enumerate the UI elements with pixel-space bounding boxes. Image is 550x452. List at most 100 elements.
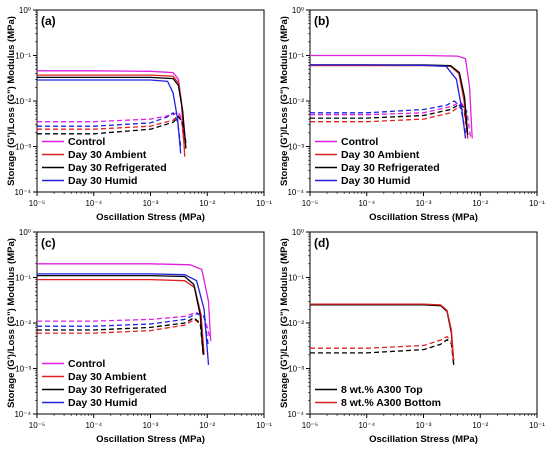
legend-entry: 8 wt.% A300 Top: [341, 384, 423, 396]
loss-modulus-line: [310, 338, 455, 365]
loss-modulus-line: [310, 103, 469, 135]
x-tick-label: 10⁻³: [143, 421, 159, 430]
storage-modulus-line: [310, 304, 455, 365]
storage-modulus-line: [310, 54, 473, 139]
y-tick-label: 10⁻²: [15, 97, 31, 106]
x-axis-label: Oscillation Stress (MPa): [369, 434, 478, 445]
series-day-30-humid: [37, 79, 182, 154]
x-tick-label: 10⁻⁵: [302, 199, 318, 208]
panel-a: 10⁻⁵ 10⁻⁴ 10⁻³ 10⁻² 10⁻¹ 10⁻⁴ 10⁻³ 10⁻² 10⁻¹ 10⁰ O…: [6, 6, 272, 223]
storage-modulus-line: [37, 278, 205, 355]
series-day-30-ambient: [37, 74, 186, 157]
legend-entry: Day 30 Refrigerated: [341, 162, 440, 174]
x-tick-label: 10⁻²: [472, 421, 488, 430]
panel-b: 10⁻⁵ 10⁻⁴ 10⁻³ 10⁻² 10⁻¹ 10⁻⁴ 10⁻³ 10⁻² 10⁻¹ 10⁰ O…: [279, 6, 545, 223]
series-day-30-humid: [310, 64, 467, 139]
x-tick-label: 10⁻⁴: [85, 421, 102, 430]
series-control: [310, 54, 473, 139]
panel-label: (a): [41, 14, 56, 28]
y-tick-label: 10⁻⁴: [287, 410, 304, 419]
x-tick-label: 10⁻¹: [256, 199, 272, 208]
y-tick-label: 10⁰: [292, 228, 304, 237]
loss-modulus-line: [37, 110, 185, 139]
legend-entry: Control: [341, 136, 378, 148]
x-tick-label: 10⁻⁵: [302, 421, 318, 430]
x-tick-label: 10⁻³: [143, 199, 159, 208]
storage-modulus-line: [310, 64, 467, 139]
y-tick-label: 10⁻³: [288, 365, 304, 374]
legend-entry: Day 30 Humid: [68, 175, 137, 187]
x-axis-label: Oscillation Stress (MPa): [96, 434, 205, 445]
y-tick-label: 10⁻¹: [288, 274, 304, 283]
y-tick-label: 10⁻³: [15, 143, 31, 152]
x-axis-label: Oscillation Stress (MPa): [369, 212, 478, 223]
legend-entry: Day 30 Ambient: [68, 149, 147, 161]
y-axis-label: Storage (G')/Loss (G") Modulus (MPa): [279, 238, 290, 408]
y-tick-label: 10⁻²: [288, 319, 304, 328]
panel-label: (c): [41, 236, 56, 250]
x-axis-label: Oscillation Stress (MPa): [96, 212, 205, 223]
storage-modulus-line: [37, 273, 210, 365]
series-day-30-ambient: [37, 278, 205, 355]
y-tick-label: 10⁻³: [288, 143, 304, 152]
panel-label: (b): [314, 14, 329, 28]
y-tick-label: 10⁻¹: [15, 52, 31, 61]
y-tick-label: 10⁻²: [288, 97, 304, 106]
x-tick-label: 10⁻⁵: [29, 199, 45, 208]
series-day-30-refrigerated: [37, 76, 187, 149]
x-tick-label: 10⁻¹: [529, 199, 545, 208]
y-tick-label: 10⁰: [19, 6, 31, 15]
loss-modulus-line: [37, 114, 186, 149]
y-tick-label: 10⁰: [19, 228, 31, 237]
y-tick-label: 10⁻¹: [15, 274, 31, 283]
legend-entry: Day 30 Humid: [68, 397, 137, 409]
loss-modulus-line: [37, 111, 182, 147]
x-tick-label: 10⁻⁴: [85, 199, 102, 208]
storage-modulus-line: [37, 263, 212, 342]
x-tick-label: 10⁻²: [199, 421, 215, 430]
series-8-wt-a300-bottom: [310, 303, 455, 361]
series-day-30-humid: [37, 273, 210, 365]
x-tick-label: 10⁻¹: [529, 421, 545, 430]
series-day-30-refrigerated: [310, 64, 469, 135]
y-tick-label: 10⁻⁴: [287, 188, 304, 197]
storage-modulus-line: [37, 79, 182, 154]
legend-entry: Day 30 Refrigerated: [68, 384, 167, 396]
legend-entry: Day 30 Humid: [341, 175, 410, 187]
storage-modulus-line: [37, 76, 187, 149]
panel-d: 10⁻⁵ 10⁻⁴ 10⁻³ 10⁻² 10⁻¹ 10⁻⁴ 10⁻³ 10⁻² 10⁻¹ 10⁰ O…: [279, 228, 545, 445]
x-tick-label: 10⁻²: [472, 199, 488, 208]
storage-modulus-line: [37, 274, 204, 355]
x-tick-label: 10⁻³: [416, 199, 432, 208]
legend-entry: Day 30 Refrigerated: [68, 162, 167, 174]
storage-modulus-line: [37, 74, 186, 157]
loss-modulus-line: [310, 335, 455, 361]
loss-modulus-line: [37, 312, 210, 347]
x-tick-label: 10⁻⁴: [358, 421, 375, 430]
series-day-30-refrigerated: [37, 274, 204, 355]
loss-modulus-line: [310, 101, 472, 139]
legend-entry: Day 30 Ambient: [341, 149, 420, 161]
storage-modulus-line: [310, 303, 455, 361]
x-tick-label: 10⁻¹: [256, 421, 272, 430]
x-tick-label: 10⁻⁴: [358, 199, 375, 208]
loss-modulus-line: [310, 100, 467, 133]
y-tick-label: 10⁻³: [15, 365, 31, 374]
y-tick-label: 10⁻⁴: [14, 410, 31, 419]
y-tick-label: 10⁻⁴: [14, 188, 31, 197]
series-8-wt-a300-top: [310, 304, 455, 365]
y-tick-label: 10⁻²: [15, 319, 31, 328]
y-axis-label: Storage (G')/Loss (G") Modulus (MPa): [279, 16, 290, 186]
x-tick-label: 10⁻³: [416, 421, 432, 430]
legend-entry: Control: [68, 136, 105, 148]
panel-c: 10⁻⁵ 10⁻⁴ 10⁻³ 10⁻² 10⁻¹ 10⁻⁴ 10⁻³ 10⁻² 10⁻¹ 10⁰ O…: [6, 228, 272, 445]
storage-modulus-line: [310, 64, 469, 135]
legend-entry: Day 30 Ambient: [68, 371, 147, 383]
y-tick-label: 10⁰: [292, 6, 304, 15]
x-tick-label: 10⁻²: [199, 199, 215, 208]
loss-modulus-line: [310, 105, 469, 139]
